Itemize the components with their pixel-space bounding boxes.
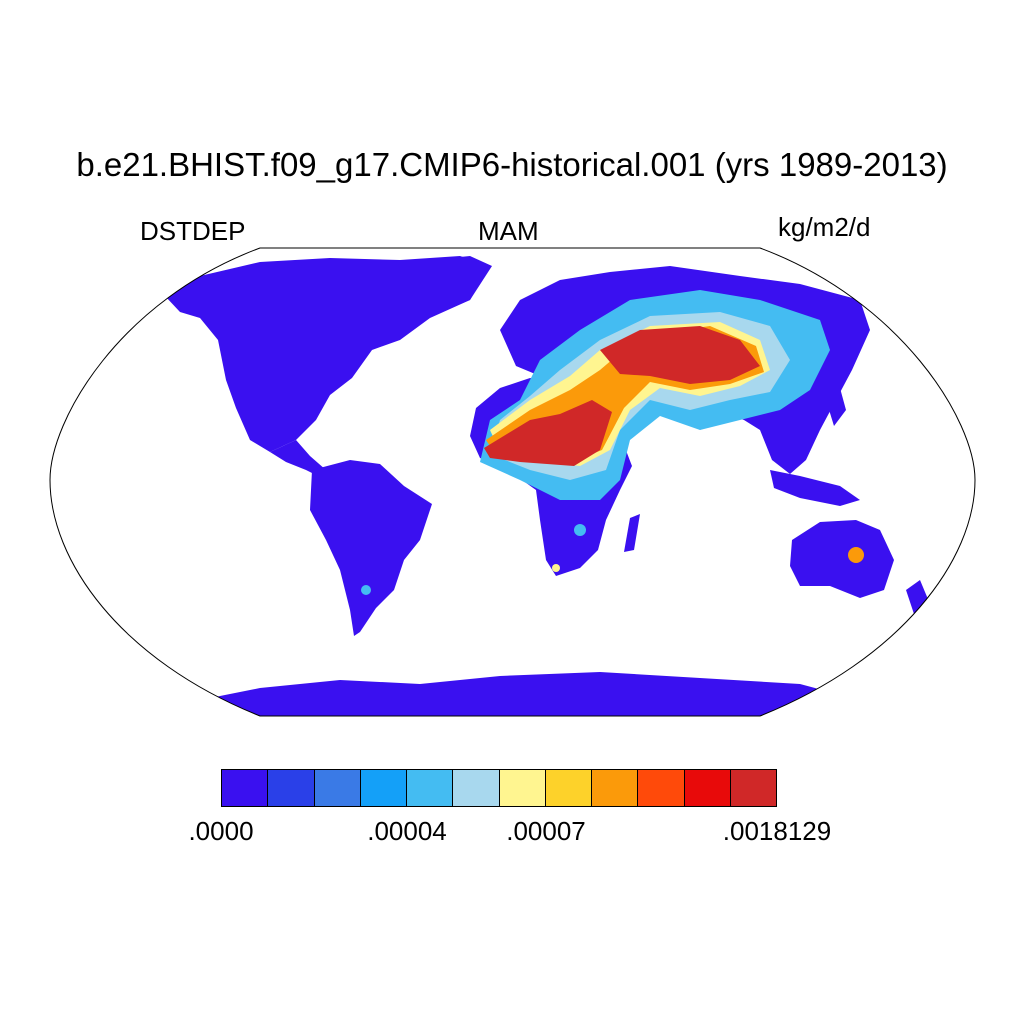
colorbar-segment-4 (407, 770, 454, 806)
north-america-landmass (165, 256, 490, 452)
dust-region-high-asia (600, 326, 760, 384)
hotspot-patagonia (361, 585, 371, 595)
colorbar-segment-2 (314, 770, 361, 806)
hotspot-australia (848, 547, 864, 563)
projection-outline (49, 247, 976, 717)
colorbar-segment-6 (499, 770, 546, 806)
variable-label: DSTDEP (140, 216, 246, 246)
colorbar-segment-9 (638, 770, 685, 806)
colorbar-segment-3 (360, 770, 407, 806)
maritime-asia-landmass (770, 470, 860, 506)
colorbar-label-2: .00004 (367, 816, 447, 846)
colorbar-segment-5 (453, 770, 500, 806)
hotspot-namibia (552, 564, 560, 572)
colorbar-segment-10 (684, 770, 731, 806)
colorbar-segment-11 (730, 770, 776, 806)
colorbar-label-max: .0018129 (722, 816, 832, 846)
antarctica-landmass (200, 672, 860, 716)
colorbar-segment-1 (268, 770, 315, 806)
colorbar (221, 769, 777, 807)
colorbar-segment-7 (545, 770, 592, 806)
dust-region-high (484, 400, 612, 466)
japan-landmass (826, 388, 846, 426)
season-label: MAM (478, 216, 539, 246)
south-america-landmass (310, 460, 432, 636)
colorbar-segment-8 (592, 770, 639, 806)
hotspot-south-africa (574, 524, 586, 536)
colorbar-label-3: .00007 (506, 816, 586, 846)
madagascar-landmass (624, 514, 640, 552)
greenland-landmass (410, 256, 492, 310)
colorbar-label-min: .0000 (188, 816, 254, 846)
australia-landmass (790, 520, 894, 598)
units-label: kg/m2/d (778, 212, 871, 242)
plot-title: b.e21.BHIST.f09_g17.CMIP6-historical.001… (76, 146, 948, 183)
colorbar-segment-0 (222, 770, 269, 806)
